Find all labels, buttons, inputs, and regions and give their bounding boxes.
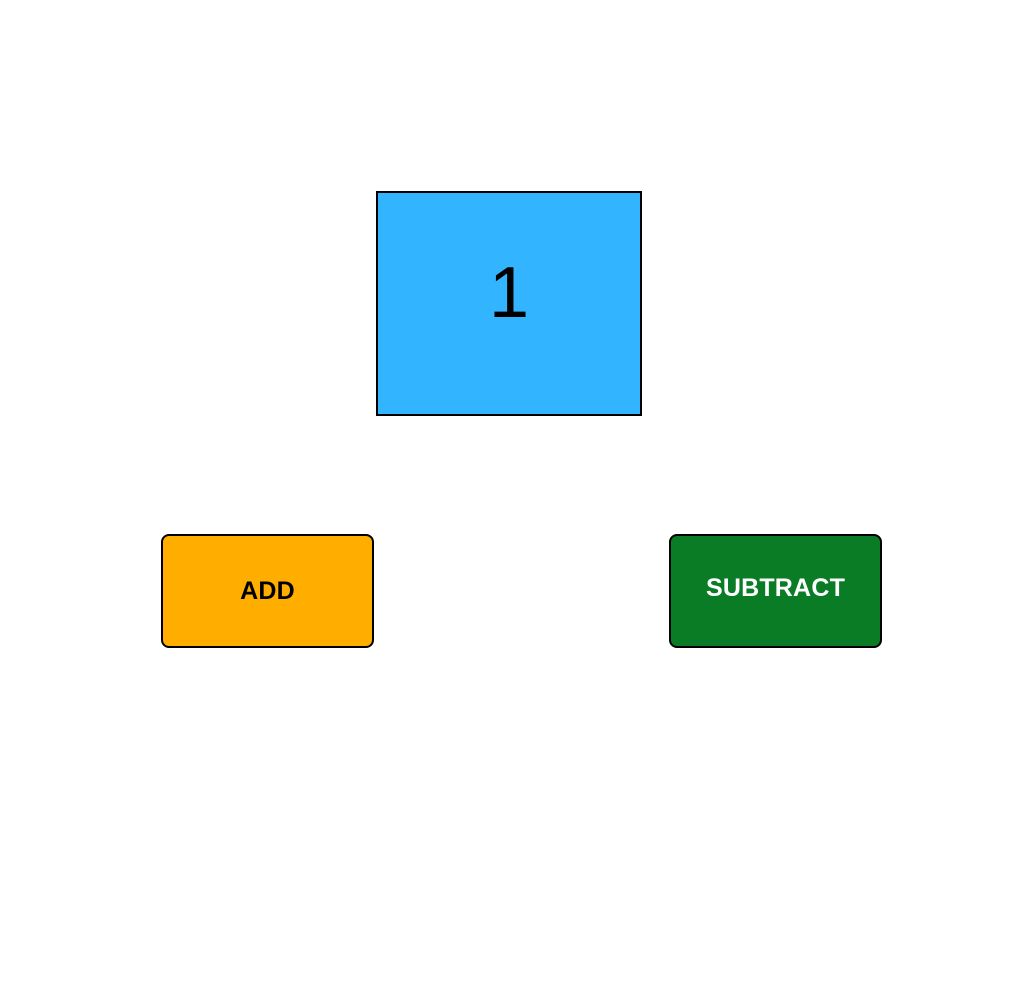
counter-display: 1 <box>376 191 642 416</box>
subtract-button-label: SUBTRACT <box>705 573 846 602</box>
counter-value: 1 <box>488 252 530 333</box>
add-button-label: ADD <box>240 576 295 605</box>
add-button[interactable]: ADD <box>161 534 374 648</box>
subtract-button[interactable]: SUBTRACT <box>669 534 882 648</box>
